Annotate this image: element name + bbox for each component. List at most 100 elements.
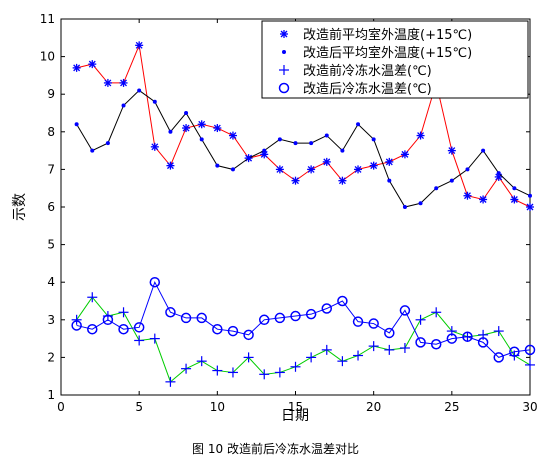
data-point [509,346,520,358]
data-point [479,195,488,204]
data-point [87,323,98,335]
data-point [165,307,176,318]
data-point [496,171,501,176]
data-point [118,307,129,318]
data-point [213,124,222,133]
data-point [274,367,285,378]
data-point [230,167,235,172]
data-point [258,314,270,326]
data-point [180,312,192,324]
legend-marker-2 [279,65,289,75]
series-line-1 [76,89,531,208]
y-tick-label: 4 [47,275,55,289]
data-point [356,122,361,127]
data-point [137,88,142,93]
data-point [277,137,282,142]
data-point [402,205,407,209]
data-point [212,365,223,376]
data-point [493,326,504,337]
data-point [275,165,284,174]
data-point [71,314,82,325]
data-point [290,310,301,322]
data-point [449,178,454,183]
data-point [150,142,159,151]
data-point [88,60,97,69]
data-point [246,156,251,161]
data-point [215,163,220,168]
y-tick-label: 9 [47,87,55,101]
data-point [228,131,237,140]
data-point [168,129,173,134]
data-point [477,337,489,348]
data-point [149,276,161,288]
data-point [524,344,536,356]
data-point [262,148,267,153]
y-tick-label: 11 [40,12,55,26]
data-point [196,312,207,324]
data-point [462,331,473,342]
data-point [415,314,426,325]
legend-box [261,20,529,99]
data-point [338,176,347,185]
data-point [525,359,535,370]
data-point [133,322,145,333]
data-point [510,195,519,204]
data-point [512,186,517,191]
data-point [321,344,332,355]
legend-marker-0 [280,30,288,38]
data-point [431,307,442,318]
data-point [400,150,409,159]
data-point [309,141,314,146]
data-point [307,165,316,174]
data-point [135,41,144,50]
data-point [227,367,238,378]
y-tick-label: 5 [47,238,55,252]
data-point [227,325,239,337]
data-point [165,376,176,387]
data-point [274,312,286,324]
figure-caption: 图 10 改造前后冷冻水温差对比 [192,442,359,456]
data-point [102,314,114,326]
data-point [306,352,317,363]
data-point [196,356,207,367]
data-point [184,111,189,115]
data-point [371,137,376,142]
data-point [416,131,425,140]
data-point [446,333,458,344]
x-tick-label: 20 [366,400,381,414]
legend-label-1: 改造后平均室外温度(+15℃) [303,45,472,61]
data-point [166,161,175,170]
data-point [71,320,82,331]
x-tick-label: 15 [288,400,303,414]
data-point [103,78,112,87]
data-point [337,295,348,307]
data-point [368,318,379,329]
data-point [463,191,472,200]
data-point [447,146,456,155]
data-point [197,120,206,129]
data-point [290,361,301,372]
data-point [105,141,110,146]
data-point [369,161,378,170]
x-tick-label: 25 [444,400,459,414]
data-point [434,186,439,191]
legend: 改造前平均室外温度(+15℃) 改造后平均室外温度(+15℃) 改造前冷冻水温差(℃… [261,20,529,99]
data-point [322,157,331,166]
axis-ticks: 0 5 10 15 20 25 30 1 2 3 4 5 6 7 8 9 10 11 [40,12,538,414]
data-point [493,352,504,363]
data-point [243,352,254,363]
y-tick-label: 2 [47,350,55,364]
x-axis-label: 日期 [281,408,309,424]
data-point [74,122,79,127]
data-point [321,303,333,314]
data-point [430,338,442,350]
data-point [418,201,423,206]
data-point [259,369,270,380]
data-point [118,323,129,335]
data-point [528,193,532,198]
y-tick-label: 1 [47,388,55,402]
data-point [181,363,192,374]
data-point [465,167,470,172]
series-layer [71,41,536,387]
